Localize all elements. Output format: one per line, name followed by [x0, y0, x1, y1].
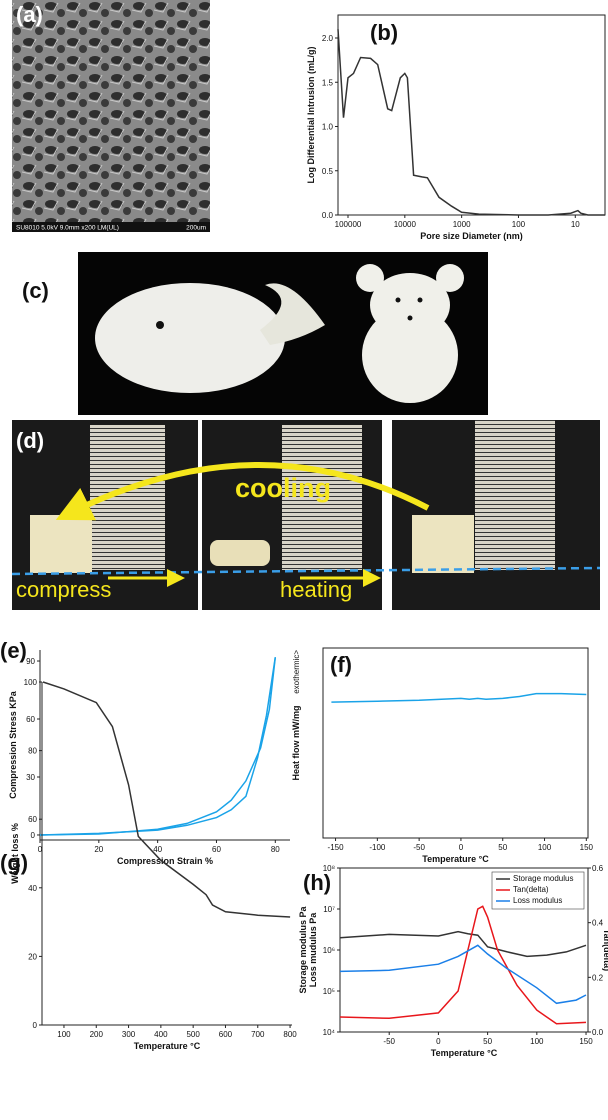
x-tick-label: 500 [186, 1030, 200, 1039]
series-line [43, 682, 290, 917]
x-tick-label: 10000 [394, 220, 417, 229]
x-tick-label: 100000 [335, 220, 362, 229]
y-axis-label: Log Differential Intrusion (mL/g) [306, 47, 316, 184]
panel-label: (d) [16, 428, 44, 453]
x-axis-label: Temperature °C [134, 1041, 201, 1051]
y-tick-label: 0 [33, 1021, 38, 1030]
y-axis-label: Loss mudulus Pa [308, 912, 318, 988]
x-tick-label: 800 [283, 1030, 297, 1039]
annotation: heating [280, 577, 352, 602]
panel-label: (b) [370, 20, 398, 45]
photo-a: SU8010 5.0kV 9.0mm x200 LM(UL) 200um (a) [12, 0, 210, 232]
x-tick-label: 10 [571, 220, 580, 229]
plot-frame [338, 15, 605, 215]
y-tick-label: 20 [28, 952, 37, 961]
sem-caption: SU8010 5.0kV 9.0mm x200 LM(UL) [16, 225, 119, 232]
series-line [338, 29, 605, 215]
x-tick-label: 300 [122, 1030, 136, 1039]
y2-tick-label: 0.0 [592, 1028, 604, 1037]
series-line [331, 694, 586, 703]
legend-label: Loss modulus [513, 896, 562, 905]
x-tick-label: 50 [483, 1037, 492, 1046]
series-line [340, 932, 586, 957]
y2-tick-label: 0.4 [592, 919, 604, 928]
y-axis-note: exothermic> [292, 650, 301, 694]
y-tick-label: 0.5 [322, 167, 334, 176]
page: SU8010 5.0kV 9.0mm x200 LM(UL) 200um (a)… [0, 0, 608, 1120]
panel-label: (h) [303, 870, 331, 895]
x-tick-label: 700 [251, 1030, 265, 1039]
figure: SU8010 5.0kV 9.0mm x200 LM(UL) 200um (a)… [0, 0, 608, 1115]
y-axis-label: Compression Stress KPa [8, 690, 18, 799]
y2-axis-label: Tan(delta) [602, 929, 608, 971]
x-tick-label: 200 [90, 1030, 104, 1039]
plot-frame [323, 648, 588, 838]
photo-d: (d) cooling compress heating [12, 420, 600, 610]
x-axis-label: Temperature °C [431, 1048, 498, 1058]
y-tick-label: 40 [28, 884, 37, 893]
panel-label: (e) [0, 638, 27, 663]
x-tick-label: 400 [154, 1030, 168, 1039]
y-tick-label: 0.0 [322, 211, 334, 220]
x-tick-label: -150 [328, 843, 345, 852]
x-tick-label: 600 [219, 1030, 233, 1039]
x-tick-label: 150 [580, 843, 594, 852]
x-tick-label: 100 [538, 843, 552, 852]
x-tick-label: -100 [369, 843, 386, 852]
y2-tick-label: 0.2 [592, 973, 604, 982]
annotation: compress [16, 577, 111, 602]
y-tick-label: 0 [31, 831, 36, 840]
y-tick-label: 1.5 [322, 78, 334, 87]
panel-label: (c) [22, 278, 49, 303]
legend-label: Tan(delta) [513, 885, 549, 894]
y-axis-label: Storage modulus Pa [298, 906, 308, 994]
x-tick-label: 1000 [453, 220, 471, 229]
photo-c: (c) [22, 252, 488, 415]
series-line [340, 906, 586, 1024]
y-tick-label: 90 [26, 657, 35, 666]
series-line [40, 657, 275, 835]
x-tick-label: 20 [94, 845, 103, 854]
annotation: cooling [235, 473, 331, 503]
x-tick-label: 100 [530, 1037, 544, 1046]
y-tick-label: 60 [26, 715, 35, 724]
x-tick-label: 80 [271, 845, 280, 854]
x-axis-label: Temperature °C [422, 854, 489, 864]
x-tick-label: 0 [459, 843, 464, 852]
y-axis-label: Heat flow mW/mg [291, 705, 301, 780]
x-tick-label: 0 [436, 1037, 441, 1046]
x-tick-label: 60 [212, 845, 221, 854]
y-tick-label: 10⁴ [323, 1028, 336, 1037]
legend-label: Storage modulus [513, 874, 573, 883]
y-tick-label: 2.0 [322, 34, 334, 43]
x-tick-label: 50 [498, 843, 507, 852]
panel-label: (g) [0, 850, 28, 875]
series-line [40, 657, 275, 835]
x-tick-label: -50 [383, 1037, 395, 1046]
panel-label: (f) [330, 652, 352, 677]
sem-scale: 200um [186, 225, 206, 232]
x-tick-label: 100 [512, 220, 526, 229]
x-tick-label: 100 [57, 1030, 71, 1039]
x-tick-label: 150 [579, 1037, 593, 1046]
x-tick-label: -50 [413, 843, 425, 852]
y-tick-label: 10⁵ [323, 987, 335, 996]
y-tick-label: 80 [28, 747, 37, 756]
y-tick-label: 10⁷ [323, 905, 335, 914]
y-tick-label: 1.0 [322, 123, 334, 132]
y-tick-label: 100 [24, 678, 38, 687]
x-axis-label: Pore size Diameter (nm) [420, 231, 523, 241]
y2-tick-label: 0.6 [592, 864, 604, 873]
y-tick-label: 30 [26, 773, 35, 782]
panel-label: (a) [16, 2, 43, 27]
y-tick-label: 60 [28, 815, 37, 824]
x-axis-label: Compression Strain % [117, 856, 213, 866]
y-tick-label: 10⁶ [323, 946, 335, 955]
